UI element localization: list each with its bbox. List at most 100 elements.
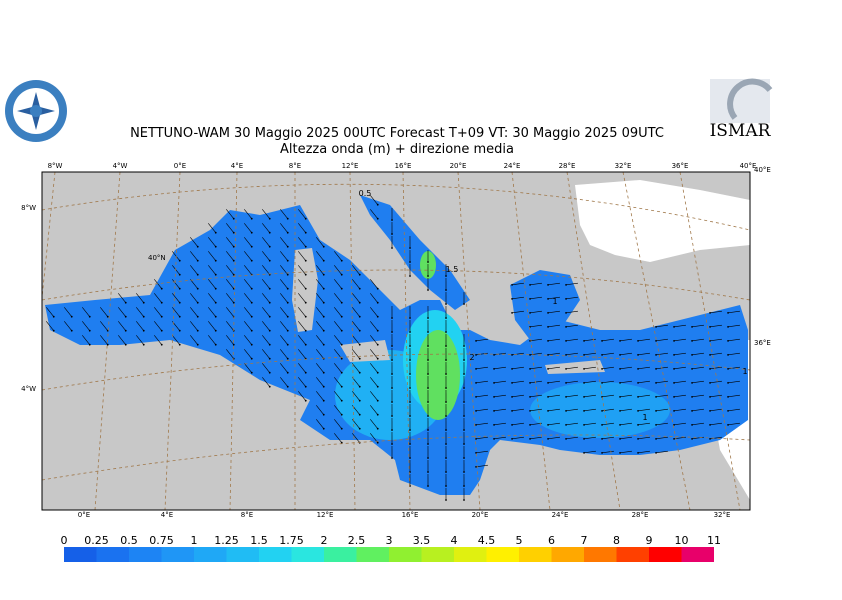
arrow-head <box>547 354 549 356</box>
arrow-head <box>565 284 567 286</box>
arrow-head <box>269 246 271 248</box>
legend-label: 7 <box>581 534 588 547</box>
arrow-head <box>493 396 495 398</box>
arrow-head <box>391 317 393 319</box>
arrow-head <box>197 288 199 290</box>
arrow-head <box>391 443 393 445</box>
arrow-head <box>445 275 447 277</box>
arrow-head <box>565 424 567 426</box>
arrow-head <box>359 414 361 416</box>
arrow-head <box>583 424 585 426</box>
arrow-head <box>583 382 585 384</box>
arrow-head <box>323 428 325 430</box>
arrow-head <box>161 316 163 318</box>
arrow-head <box>427 429 429 431</box>
arrow-head <box>409 415 411 417</box>
arrow-head <box>445 331 447 333</box>
arrow-head <box>601 424 603 426</box>
arrow-head <box>583 340 585 342</box>
lon-label: 12°E <box>317 511 334 519</box>
arrow-head <box>305 274 307 276</box>
arrow-head <box>565 340 567 342</box>
arrow-head <box>427 331 429 333</box>
lon-label: 0°E <box>78 511 90 519</box>
arrow-head <box>637 396 639 398</box>
arrow-head <box>727 326 729 328</box>
arrow-head <box>565 326 567 328</box>
arrow-head <box>493 424 495 426</box>
arrow-head <box>359 316 361 318</box>
arrow-head <box>529 284 531 286</box>
legend-label: 1.75 <box>279 534 304 547</box>
arrow-head <box>287 358 289 360</box>
arrow-head <box>655 368 657 370</box>
arrow-head <box>547 382 549 384</box>
arrow-head <box>655 438 657 440</box>
legend-label: 3 <box>386 534 393 547</box>
arrow-head <box>619 396 621 398</box>
lon-label: 20°E <box>472 511 489 519</box>
arrow-head <box>341 260 343 262</box>
arrow-head <box>341 372 343 374</box>
arrow-head <box>601 354 603 356</box>
legend-label: 0.25 <box>84 534 109 547</box>
arrow-head <box>583 410 585 412</box>
arrow-head <box>529 424 531 426</box>
arrow-head <box>305 246 307 248</box>
arrow-head <box>125 302 127 304</box>
legend-swatch <box>682 547 715 562</box>
arrow-head <box>547 326 549 328</box>
arrow-head <box>445 471 447 473</box>
arrow-head <box>463 485 465 487</box>
arrow-head <box>427 471 429 473</box>
arrow-head <box>161 344 163 346</box>
arrow-head <box>463 373 465 375</box>
arrow-head <box>305 302 307 304</box>
arrow-head <box>341 330 343 332</box>
legend-label: 11 <box>707 534 721 547</box>
arrow-head <box>493 438 495 440</box>
legend-label: 10 <box>675 534 689 547</box>
arrow-head <box>251 218 253 220</box>
arrow-head <box>655 354 657 356</box>
arrow-head <box>709 396 711 398</box>
arrow-head <box>215 232 217 234</box>
legend-swatch <box>422 547 455 562</box>
legend-label: 2.5 <box>348 534 366 547</box>
contour-label: 1 <box>742 367 747 376</box>
arrow-head <box>529 312 531 314</box>
arrow-head <box>673 326 675 328</box>
arrow-head <box>251 358 253 360</box>
arrow-head <box>161 288 163 290</box>
arrow-head <box>341 386 343 388</box>
arrow-head <box>445 429 447 431</box>
arrow-head <box>601 382 603 384</box>
arrow-head <box>251 232 253 234</box>
arrow-head <box>727 410 729 412</box>
arrow-head <box>673 396 675 398</box>
arrow-head <box>673 410 675 412</box>
arrow-head <box>475 340 477 342</box>
arrow-head <box>341 428 343 430</box>
arrow-head <box>709 368 711 370</box>
arrow-head <box>143 344 145 346</box>
arrow-head <box>251 316 253 318</box>
arrow-head <box>709 438 711 440</box>
legend-swatch <box>194 547 227 562</box>
arrow-head <box>709 410 711 412</box>
arrow-head <box>377 358 379 360</box>
arrow-head <box>547 284 549 286</box>
arrow-head <box>287 246 289 248</box>
arrow-head <box>547 368 549 370</box>
lon-label: 4°W <box>113 162 128 170</box>
arrow-head <box>377 386 379 388</box>
legend-label: 1.5 <box>250 534 268 547</box>
arrow-head <box>233 260 235 262</box>
arrow-head <box>583 396 585 398</box>
arrow-head <box>391 429 393 431</box>
arrow-head <box>323 344 325 346</box>
arrow-head <box>323 246 325 248</box>
arrow-head <box>323 330 325 332</box>
